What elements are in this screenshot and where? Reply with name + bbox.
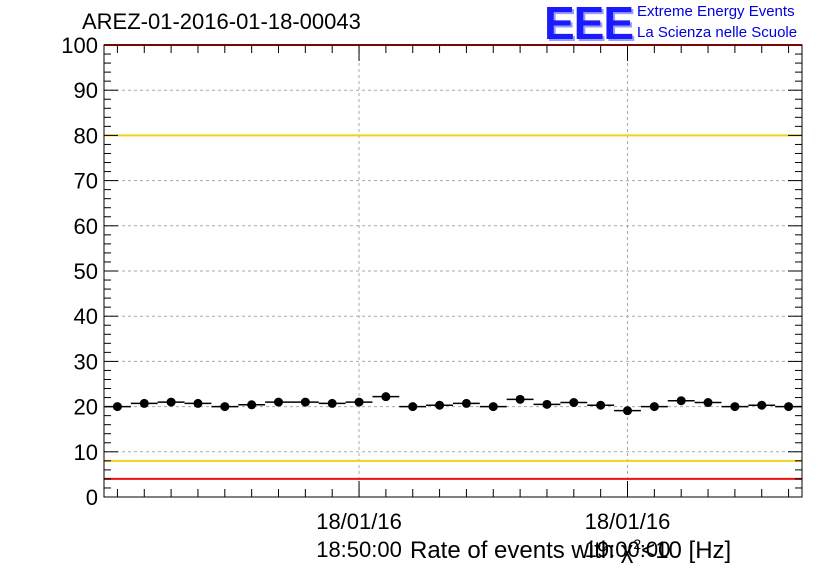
x-tick-time: 18:50:00	[316, 537, 402, 562]
data-point	[408, 402, 418, 412]
y-tick-label: 50	[74, 259, 98, 284]
x-axis: 18/01/16 18:50:00 18/01/16 19:00:00	[116, 45, 790, 562]
data-point	[300, 397, 310, 407]
data-point	[461, 398, 471, 408]
reference-lines	[104, 44, 802, 480]
data-point	[730, 402, 740, 412]
logo-line-2: La Scienza nelle Scuole	[637, 24, 798, 41]
data-point	[542, 399, 552, 409]
data-point	[757, 400, 767, 410]
data-point	[381, 392, 391, 402]
data-point	[649, 402, 659, 412]
y-tick-label: 20	[74, 395, 98, 420]
logo-line-1: Extreme Energy Events	[637, 3, 795, 20]
x-tick-date: 18/01/16	[316, 509, 402, 534]
data-points	[104, 392, 802, 416]
data-point	[354, 397, 364, 407]
data-point	[569, 398, 579, 408]
y-tick-label: 70	[74, 169, 98, 194]
y-tick-label: 60	[74, 214, 98, 239]
eee-logo: EEE	[544, 0, 634, 49]
y-axis: 0 10 20 30 40 50 60 70 80 90 100	[61, 33, 802, 510]
data-point	[596, 400, 606, 410]
y-tick-label: 100	[61, 33, 98, 58]
x-tick-time: 19:00:00	[585, 537, 671, 562]
data-point	[112, 402, 122, 412]
y-tick-label: 90	[74, 78, 98, 103]
data-point	[247, 400, 257, 410]
data-point	[435, 400, 445, 410]
y-tick-label: 30	[74, 349, 98, 374]
data-point	[327, 398, 337, 408]
data-point	[676, 396, 686, 406]
data-point	[220, 402, 230, 412]
y-tick-label: 80	[74, 123, 98, 148]
data-point	[703, 398, 713, 408]
x-axis-title: Rate of events with χ2<10 [Hz]	[410, 536, 732, 564]
data-point	[139, 398, 149, 408]
data-point	[784, 402, 794, 412]
x-tick-date: 18/01/16	[585, 509, 671, 534]
data-point	[488, 402, 498, 412]
y-tick-label: 40	[74, 304, 98, 329]
y-tick-label: 0	[86, 485, 98, 510]
data-point	[274, 397, 283, 407]
chart-title: AREZ-01-2016-01-18-00043	[82, 9, 361, 34]
y-tick-label: 10	[74, 440, 98, 465]
data-point	[515, 394, 525, 404]
data-point	[193, 398, 203, 408]
data-point	[166, 397, 176, 407]
data-point	[623, 406, 632, 416]
grid-lines	[104, 45, 802, 497]
